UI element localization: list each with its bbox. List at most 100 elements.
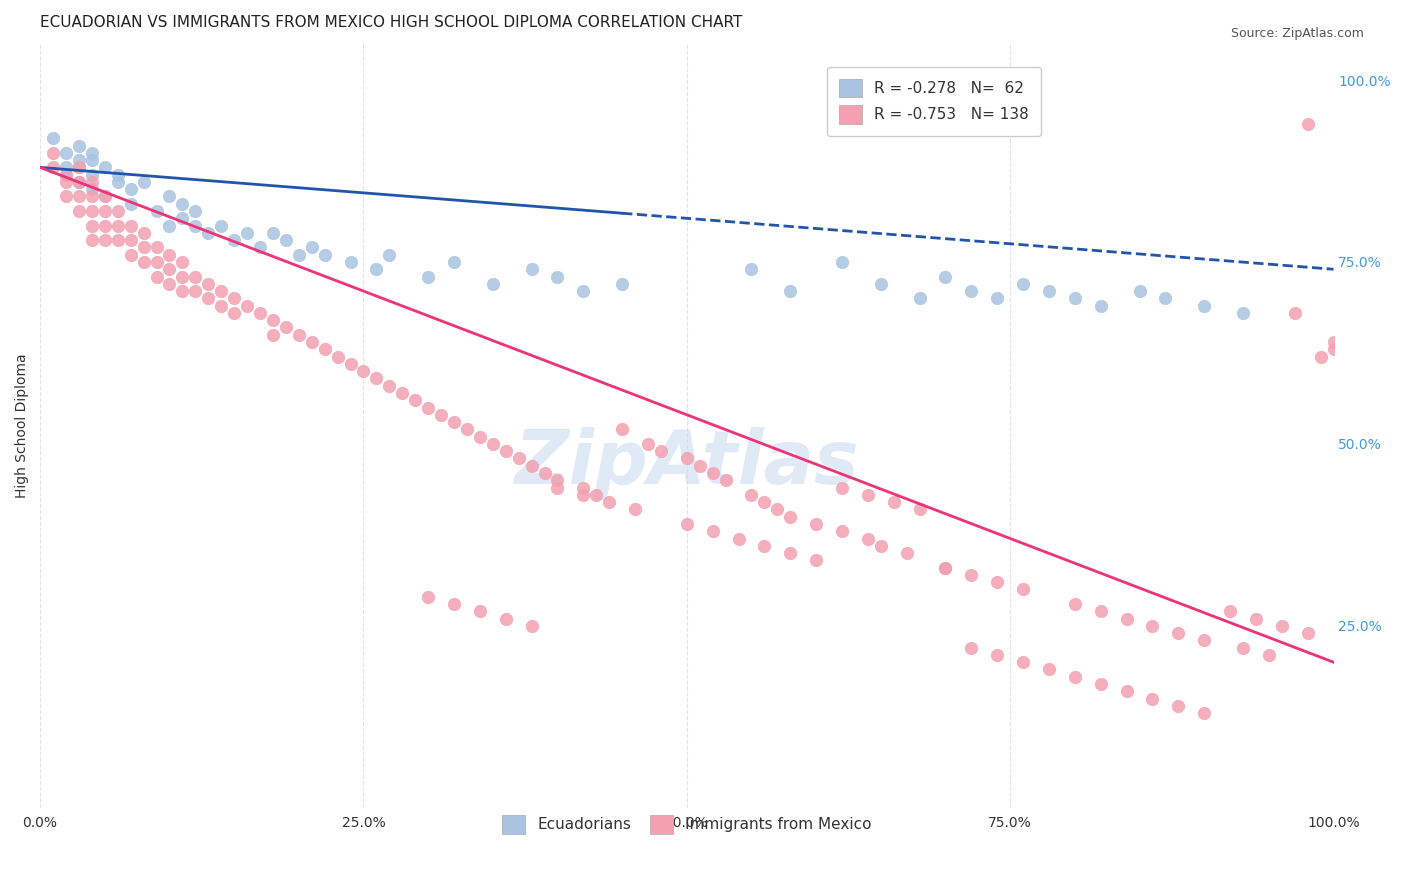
Point	[184, 284, 207, 298]
Point	[145, 204, 167, 219]
Point	[249, 240, 271, 254]
Point	[1284, 306, 1306, 320]
Point	[546, 473, 568, 487]
Point	[495, 611, 517, 625]
Point	[197, 277, 219, 291]
Point	[546, 269, 568, 284]
Point	[456, 422, 478, 436]
Point	[94, 233, 117, 247]
Point	[67, 161, 90, 175]
Point	[224, 233, 246, 247]
Point	[804, 516, 827, 531]
Point	[1232, 306, 1254, 320]
Point	[960, 567, 983, 582]
Point	[1296, 626, 1319, 640]
Point	[378, 378, 401, 392]
Point	[869, 539, 891, 553]
Point	[184, 269, 207, 284]
Point	[120, 196, 142, 211]
Point	[209, 284, 232, 298]
Point	[1090, 299, 1112, 313]
Point	[159, 189, 181, 203]
Point	[172, 196, 194, 211]
Point	[184, 204, 207, 219]
Point	[132, 240, 155, 254]
Point	[1038, 284, 1060, 298]
Point	[934, 560, 956, 574]
Point	[572, 284, 595, 298]
Point	[1115, 684, 1137, 698]
Point	[585, 488, 607, 502]
Point	[366, 262, 388, 277]
Point	[80, 153, 103, 167]
Point	[908, 291, 931, 305]
Point	[754, 495, 776, 509]
Point	[132, 175, 155, 189]
Point	[67, 175, 90, 189]
Point	[740, 262, 762, 277]
Point	[236, 226, 259, 240]
Point	[1128, 284, 1150, 298]
Point	[159, 277, 181, 291]
Point	[80, 168, 103, 182]
Point	[80, 145, 103, 160]
Point	[80, 219, 103, 233]
Point	[572, 488, 595, 502]
Point	[94, 189, 117, 203]
Legend: Ecuadorians, Immigrants from Mexico: Ecuadorians, Immigrants from Mexico	[491, 803, 883, 846]
Point	[727, 532, 749, 546]
Point	[896, 546, 918, 560]
Y-axis label: High School Diploma: High School Diploma	[15, 353, 30, 498]
Point	[274, 233, 297, 247]
Point	[960, 640, 983, 655]
Point	[804, 553, 827, 567]
Point	[689, 458, 711, 473]
Point	[1063, 670, 1085, 684]
Point	[67, 175, 90, 189]
Point	[960, 284, 983, 298]
Point	[159, 262, 181, 277]
Point	[1090, 604, 1112, 618]
Point	[1309, 350, 1331, 364]
Point	[702, 524, 724, 539]
Point	[366, 371, 388, 385]
Point	[55, 168, 77, 182]
Point	[1271, 619, 1294, 633]
Point	[94, 219, 117, 233]
Point	[1296, 117, 1319, 131]
Point	[55, 145, 77, 160]
Point	[224, 291, 246, 305]
Point	[120, 248, 142, 262]
Point	[1115, 611, 1137, 625]
Point	[1192, 299, 1215, 313]
Point	[779, 546, 801, 560]
Point	[184, 219, 207, 233]
Point	[533, 466, 555, 480]
Point	[197, 291, 219, 305]
Point	[80, 189, 103, 203]
Point	[443, 415, 465, 429]
Point	[107, 168, 129, 182]
Point	[1063, 291, 1085, 305]
Point	[262, 327, 284, 342]
Point	[80, 233, 103, 247]
Point	[94, 204, 117, 219]
Point	[520, 262, 543, 277]
Text: Source: ZipAtlas.com: Source: ZipAtlas.com	[1230, 27, 1364, 40]
Point	[610, 422, 633, 436]
Point	[831, 524, 853, 539]
Point	[1012, 277, 1035, 291]
Point	[754, 539, 776, 553]
Point	[197, 226, 219, 240]
Point	[67, 189, 90, 203]
Point	[610, 277, 633, 291]
Point	[120, 219, 142, 233]
Point	[67, 153, 90, 167]
Point	[430, 408, 453, 422]
Point	[288, 327, 311, 342]
Point	[443, 255, 465, 269]
Point	[1192, 706, 1215, 720]
Point	[418, 590, 440, 604]
Point	[145, 269, 167, 284]
Point	[468, 604, 491, 618]
